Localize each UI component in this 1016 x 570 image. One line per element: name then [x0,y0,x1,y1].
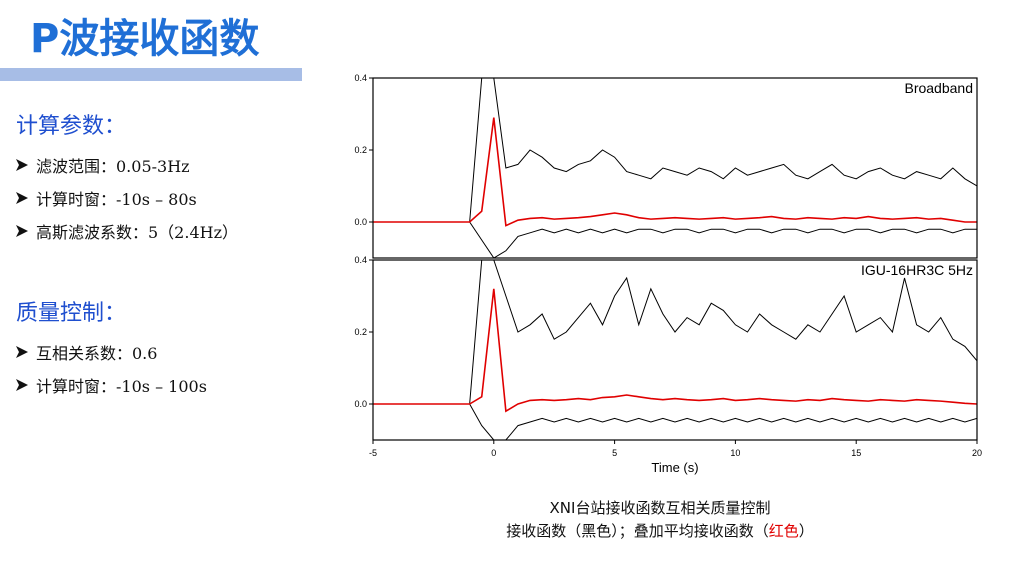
bullet-item: 滤波范围：0.05-3Hz [16,148,238,181]
bullet-item: 计算时窗：-10s – 80s [16,181,238,214]
y-tick-label: 0.0 [354,217,367,227]
series-line [373,78,977,223]
series-line [373,288,977,413]
frame [372,77,978,259]
x-tick-label: 0 [491,448,496,458]
item-text: 互相关系数：0.6 [36,343,158,363]
bullet-item: 互相关系数：0.6 [16,335,207,368]
caption-text: 接收函数（黑色）；叠加平均接收函数（ [506,522,769,540]
series-line [373,403,977,440]
bullet [16,158,28,171]
x-axis-label: Time (s) [651,460,698,475]
section: 质量控制： 互相关系数：0.6 计算时窗：-10s – 100s [16,295,207,401]
x-tick-label: -5 [369,448,377,458]
bullet-item: 高斯滤波系数：5（2.4Hz） [16,214,238,247]
item-text: 滤波范围：0.05-3Hz [36,156,190,176]
y-tick-label: 0.4 [354,255,367,265]
chart: 0.0 0.2 0.4 Broadband 0.0 0.2 0.4 -5 0 5 10 15 20 IGU… [354,73,982,475]
section-heading: 计算参数： [16,114,127,139]
y-tick-label: 0.4 [354,73,367,83]
series-line [373,117,977,227]
caption-text: ） [798,522,814,540]
y-tick-label: 0.0 [354,399,367,409]
caption-note: 接收函数（黑色）；叠加平均接收函数（红色） [440,520,880,541]
bullet [16,191,28,204]
item-text: 高斯滤波系数：5（2.4Hz） [36,222,239,242]
series-line [373,221,977,258]
x-tick-label: 15 [851,448,861,458]
x-tick-label: 10 [730,448,740,458]
bullet-item: 计算时窗：-10s – 100s [16,368,207,401]
plot-area [373,78,977,258]
x-tick-label: 5 [612,448,617,458]
caption-title: XNI台站接收函数互相关质量控制 [549,499,771,517]
section: 计算参数： 滤波范围：0.05-3Hz 计算时窗：-10s – 80s 高斯滤波… [16,108,238,247]
frame [372,259,978,441]
bullet [16,345,28,358]
panel-label: IGU-16HR3C 5Hz [861,262,973,278]
panel-label: Broadband [904,80,973,96]
slide-title: P波接收函数 [30,16,260,62]
item-text: 计算时窗：-10s – 80s [36,189,197,209]
plot-area [373,260,977,440]
x-tick-label: 20 [972,448,982,458]
item-text: 计算时窗：-10s – 100s [36,376,207,396]
section-heading: 质量控制： [16,301,127,326]
bullet [16,224,28,237]
title-bar [0,68,302,81]
y-tick-label: 0.2 [354,145,367,155]
caption-highlight: 红色 [768,522,799,540]
series-line [373,260,977,405]
bullet [16,378,28,391]
y-tick-label: 0.2 [354,327,367,337]
